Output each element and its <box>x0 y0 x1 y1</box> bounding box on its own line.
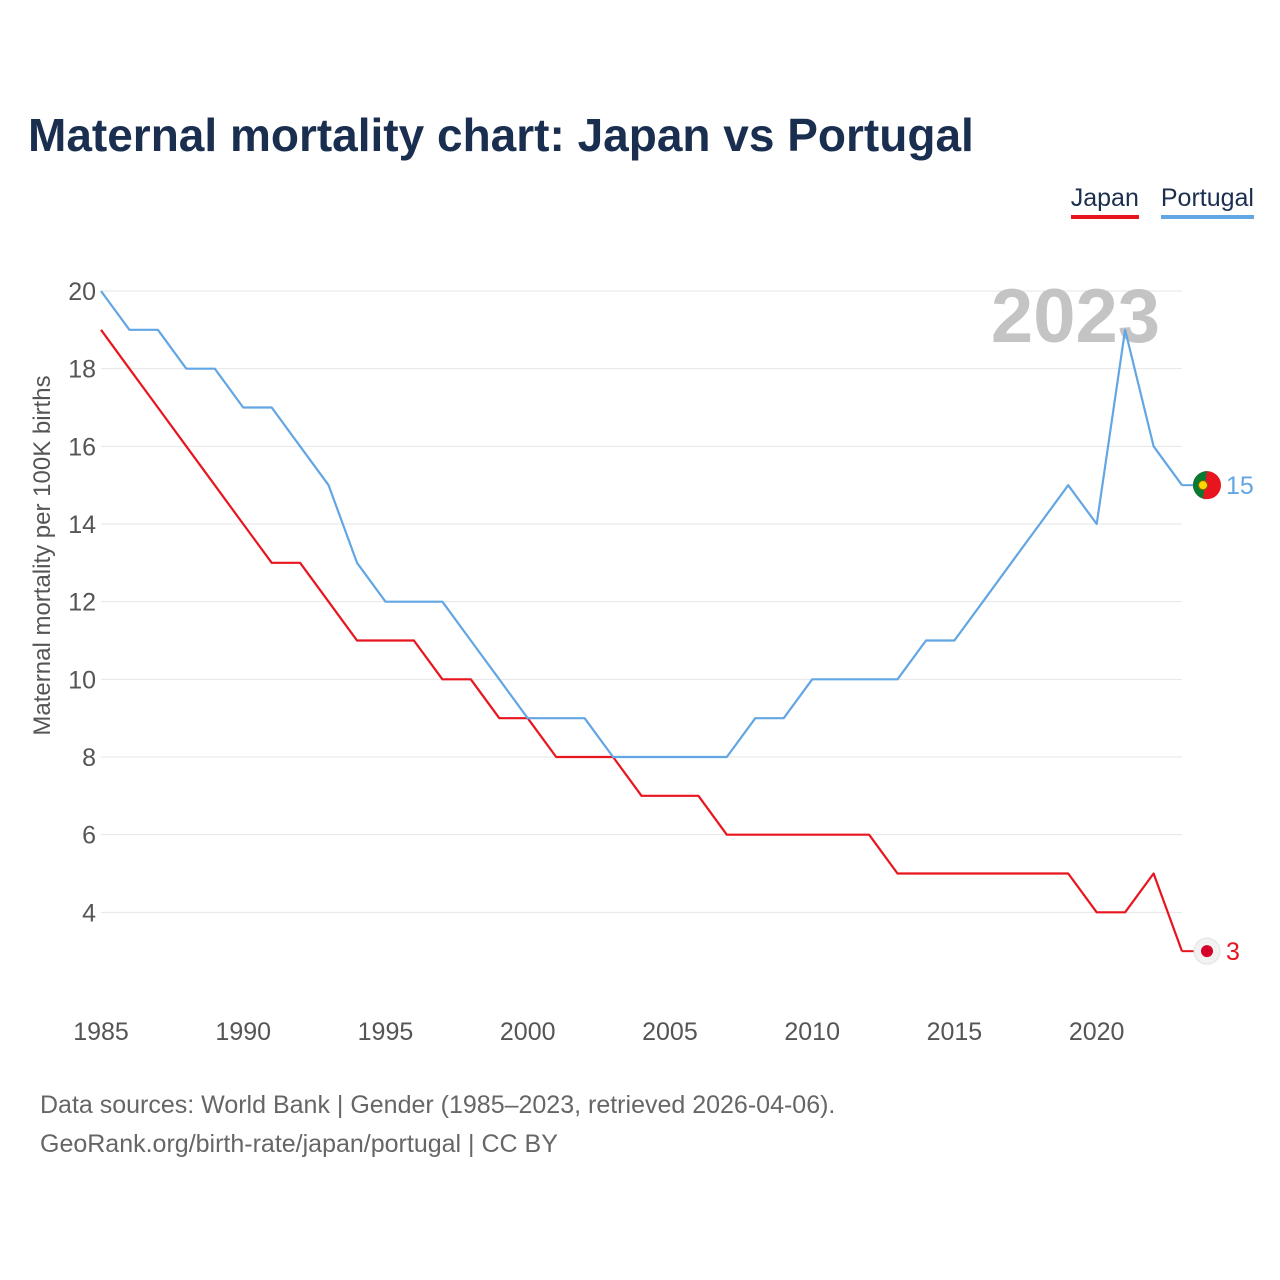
x-tick-label: 2000 <box>500 1018 556 1046</box>
y-tick-label: 18 <box>68 356 96 384</box>
y-tick-label: 4 <box>82 899 96 927</box>
series-line-japan <box>100 329 1184 952</box>
end-value-label-japan: 3 <box>1226 938 1240 966</box>
year-label: 2023 <box>991 274 1160 359</box>
legend-item-portugal[interactable]: Portugal <box>1160 184 1254 219</box>
y-axis-label: Maternal mortality per 100K births <box>29 375 56 735</box>
chart-legend: Japan Portugal <box>1070 184 1254 219</box>
x-tick-label: 1985 <box>73 1018 129 1046</box>
x-tick-label: 2015 <box>927 1018 983 1046</box>
portugal-flag-emblem <box>1198 480 1208 491</box>
y-tick-label: 20 <box>68 278 96 306</box>
y-tick-label: 10 <box>68 666 96 694</box>
y-tick-label: 16 <box>68 433 96 461</box>
series-line-portugal <box>100 290 1183 759</box>
japan-flag-sun <box>1201 945 1213 958</box>
x-tick-label: 2010 <box>784 1018 840 1046</box>
end-value-label-portugal: 15 <box>1226 472 1254 500</box>
x-tick-label: 2020 <box>1069 1018 1125 1046</box>
x-tick-label: 1995 <box>358 1018 414 1046</box>
page-title: Maternal mortality chart: Japan vs Portu… <box>28 109 974 161</box>
y-tick-label: 12 <box>68 589 96 617</box>
y-tick-label: 6 <box>82 822 96 850</box>
source-line: Data sources: World Bank | Gender (1985–… <box>40 1091 836 1119</box>
legend-item-japan[interactable]: Japan <box>1070 184 1139 219</box>
y-tick-label: 8 <box>82 744 96 772</box>
data-source-footer: Data sources: World Bank | Gender (1985–… <box>40 1086 835 1164</box>
y-tick-label: 14 <box>68 511 96 539</box>
x-tick-label: 1990 <box>215 1018 271 1046</box>
license-line: GeoRank.org/birth-rate/japan/portugal | … <box>40 1130 558 1158</box>
x-tick-label: 2005 <box>642 1018 698 1046</box>
